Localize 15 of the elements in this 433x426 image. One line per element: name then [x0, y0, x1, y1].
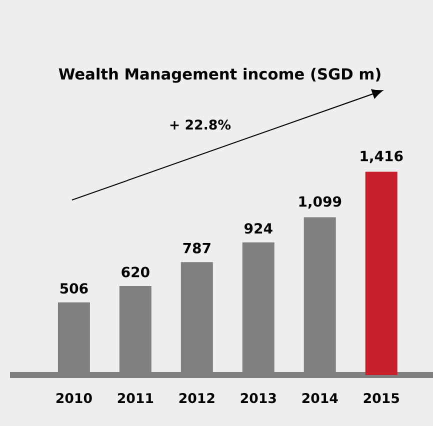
- x-tick-label: 2010: [56, 393, 92, 404]
- data-label: 506: [60, 283, 88, 294]
- x-tick-label: 2011: [118, 393, 154, 404]
- data-label: 620: [122, 266, 150, 278]
- x-tick-label: 2013: [240, 393, 276, 404]
- x-tick-label: 2014: [302, 393, 338, 404]
- data-label: 924: [244, 223, 272, 234]
- data-label: 787: [183, 242, 210, 254]
- data-label: 1,099: [299, 196, 342, 209]
- x-tick-label: 2015: [364, 393, 399, 404]
- text: + 22.8%: [170, 120, 231, 130]
- x-tick-label: 2012: [179, 393, 214, 404]
- chart-title: Wealth Management income (SGD m): [58, 68, 380, 83]
- data-label: 1,416: [360, 150, 403, 164]
- bar: [365, 172, 398, 375]
